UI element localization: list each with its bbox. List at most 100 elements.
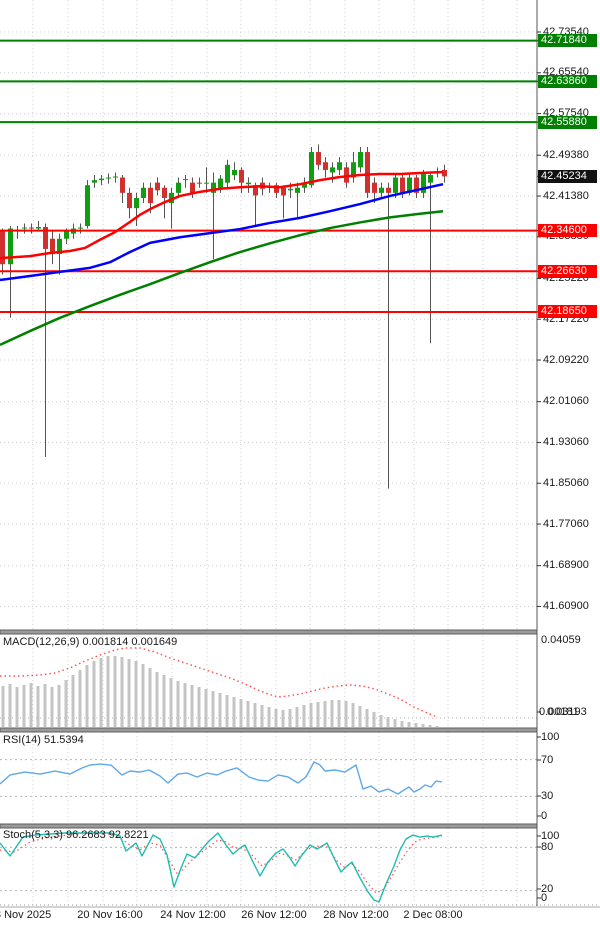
candle-body-up	[225, 164, 230, 183]
moving-average-fast	[0, 170, 444, 260]
price-axis-label: 41.60900	[543, 599, 589, 612]
resistance-price-badge: 42.63860	[538, 74, 597, 88]
candle-body-down	[155, 182, 160, 191]
moving-average-slow	[0, 209, 444, 346]
current-price-badge: 42.45234	[538, 169, 597, 183]
candle-body-up	[64, 231, 69, 239]
stoch-axis-label: 20	[541, 882, 554, 895]
candle-body-up	[176, 182, 181, 193]
candle-body-down	[197, 182, 202, 184]
candle-body-up	[183, 179, 188, 181]
candle-body-up	[204, 182, 209, 184]
candle-body-up	[302, 182, 307, 188]
candle-body-down	[442, 169, 447, 177]
candle-body-up	[295, 187, 300, 193]
candle-body-up	[36, 227, 41, 229]
candle-body-down	[274, 185, 279, 193]
price-axis-label: 41.93060	[543, 435, 589, 448]
time-axis-label: 20 Nov 16:00	[77, 909, 143, 921]
support-price-badge: 42.26630	[538, 264, 597, 278]
candle-body-up	[85, 185, 90, 227]
candle-body-up	[57, 238, 62, 255]
candle-body-up	[246, 182, 251, 185]
stoch-indicator-label: Stoch(5,3,3) 96.2683 92.8221	[3, 829, 149, 841]
candle-body-down	[43, 227, 48, 249]
candle-body-down	[29, 227, 34, 229]
candle-body-down	[400, 177, 405, 193]
price-axis-label: 42.41380	[543, 189, 589, 202]
candle-body-up	[211, 182, 216, 193]
stoch-signal-line	[0, 832, 443, 894]
support-price-badge: 42.34600	[538, 224, 597, 238]
candle-body-down	[190, 182, 195, 193]
candle-body-up	[428, 175, 433, 183]
candle-body-up	[407, 177, 412, 193]
candle-body-up	[421, 172, 426, 193]
rsi-axis-label: 100	[541, 730, 560, 743]
candle-body-down	[120, 177, 125, 193]
candle-body-up	[288, 188, 293, 191]
candle-body-down	[386, 187, 391, 193]
macd-axis-label: 0.04059	[541, 634, 581, 646]
panel-separator	[0, 823, 538, 829]
stoch-axis-label: 100	[541, 829, 560, 842]
candle-body-down	[162, 187, 167, 198]
candle-body-down	[365, 152, 370, 193]
candle-body-down	[281, 187, 286, 196]
candle-body-up	[337, 162, 342, 170]
stoch-axis-label: 80	[541, 840, 554, 853]
candle-body-down	[414, 177, 419, 193]
price-axis-label: 41.85060	[543, 476, 589, 489]
rsi-axis-label: 70	[541, 753, 554, 766]
rsi-axis-label: 30	[541, 789, 554, 802]
rsi-line	[0, 761, 443, 795]
candle-body-up	[218, 178, 223, 188]
macd-axis-label: 0.00181	[539, 706, 579, 718]
candle-body-up	[106, 177, 111, 179]
candle-body-up	[358, 152, 363, 168]
panel-separator	[0, 727, 538, 733]
time-axis-label: 24 Nov 12:00	[160, 909, 226, 921]
time-axis-label: 26 Nov 12:00	[241, 909, 307, 921]
candle-body-down	[253, 185, 258, 196]
candle-body-up	[351, 162, 356, 178]
candle-body-up	[379, 187, 384, 193]
candle-body-down	[323, 162, 328, 170]
candle-body-up	[99, 178, 104, 181]
price-axis-label: 41.68900	[543, 559, 589, 572]
candle-body-up	[309, 152, 314, 186]
support-price-badge: 42.18650	[538, 305, 597, 319]
time-axis-label: 2 Dec 08:00	[403, 909, 463, 921]
candle-body-up	[8, 228, 13, 265]
price-axis-label: 42.09220	[543, 353, 589, 366]
candle-body-up	[141, 187, 146, 198]
time-axis-label: 28 Nov 12:00	[323, 909, 389, 921]
candle-body-down	[316, 152, 321, 165]
rsi-axis-label: 0	[541, 809, 548, 822]
candle-body-down	[50, 238, 55, 255]
candle-body-up	[92, 180, 97, 183]
candle-body-down	[148, 187, 153, 204]
candle-body-up	[232, 169, 237, 176]
stoch-main-line	[0, 832, 443, 903]
candle-body-down	[127, 192, 132, 209]
candle-body-up	[113, 176, 118, 178]
candle-body-up	[330, 167, 335, 173]
candle-body-down	[0, 231, 5, 265]
candle-body-down	[372, 182, 377, 193]
resistance-price-badge: 42.71840	[538, 34, 597, 48]
stoch-axis-label: 0	[541, 891, 548, 904]
resistance-price-badge: 42.55880	[538, 115, 597, 129]
price-axis-label: 42.49380	[543, 148, 589, 161]
candle-body-down	[239, 169, 244, 183]
macd-indicator-label: MACD(12,26,9) 0.001814 0.001649	[3, 636, 178, 648]
candle-body-up	[78, 227, 83, 229]
candle-body-up	[134, 197, 139, 209]
time-axis-label: 18 Nov 2025	[0, 909, 52, 921]
price-axis-label: 41.77060	[543, 517, 589, 530]
candle-body-up	[393, 177, 398, 193]
moving-average-mid	[0, 182, 444, 282]
macd-axis-label: 0.03193	[547, 706, 587, 718]
